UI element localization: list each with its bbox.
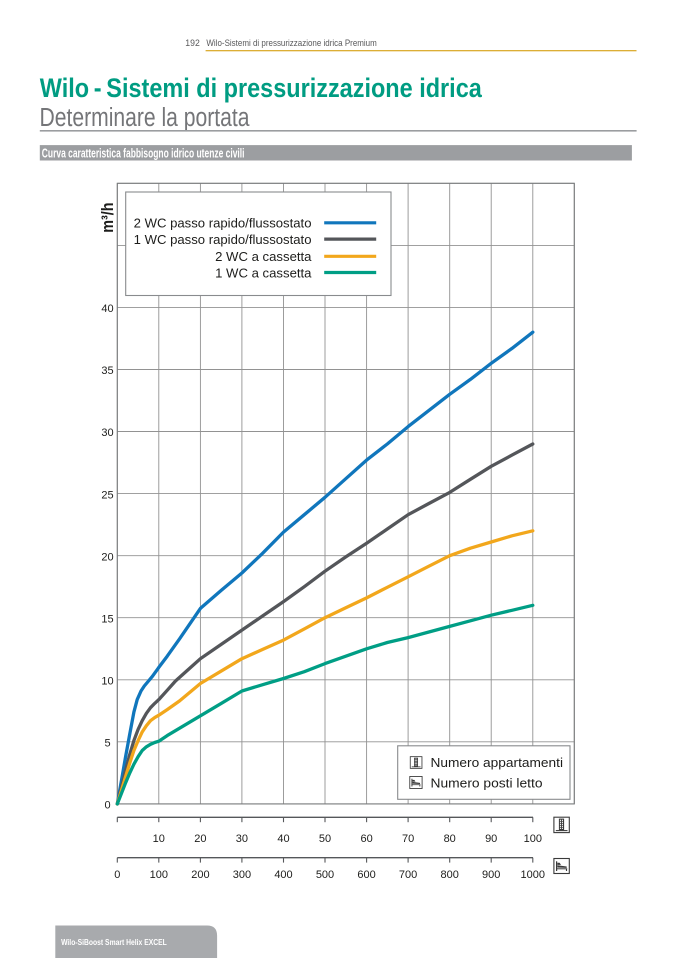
svg-text:Numero posti letto: Numero posti letto: [431, 776, 543, 790]
svg-text:5: 5: [104, 738, 110, 750]
svg-text:600: 600: [357, 869, 375, 881]
svg-text:Numero appartamenti: Numero appartamenti: [431, 756, 564, 770]
svg-text:15: 15: [101, 613, 113, 625]
svg-text:40: 40: [277, 833, 289, 845]
svg-text:300: 300: [233, 869, 251, 881]
svg-text:1 WC passo rapido/flussostato: 1 WC passo rapido/flussostato: [134, 232, 312, 247]
svg-text:Determinare la portata: Determinare la portata: [40, 102, 250, 132]
svg-text:700: 700: [399, 869, 417, 881]
svg-text:900: 900: [482, 869, 500, 881]
svg-text:Curva caratteristica fabbisogn: Curva caratteristica fabbisogno idrico u…: [42, 145, 245, 160]
svg-text:100: 100: [150, 869, 168, 881]
svg-text:20: 20: [194, 833, 206, 845]
svg-text:400: 400: [274, 869, 292, 881]
svg-text:500: 500: [316, 869, 334, 881]
svg-text:35: 35: [101, 365, 113, 377]
svg-text:Wilo-SiBoost Smart Helix EXCEL: Wilo-SiBoost Smart Helix EXCEL: [61, 937, 167, 947]
svg-text:20: 20: [101, 551, 113, 563]
svg-text:0: 0: [114, 869, 120, 881]
svg-text:90: 90: [485, 833, 497, 845]
svg-text:25: 25: [101, 489, 113, 501]
svg-text:100: 100: [524, 833, 542, 845]
svg-text:Wilo - Sistemi di pressurizzaz: Wilo - Sistemi di pressurizzazione idric…: [40, 73, 482, 103]
svg-text:30: 30: [101, 427, 113, 439]
svg-text:10: 10: [101, 676, 113, 688]
svg-text:2 WC a cassetta: 2 WC a cassetta: [215, 249, 312, 264]
svg-text:0: 0: [104, 800, 110, 812]
svg-text:m³/h: m³/h: [98, 203, 117, 233]
svg-text:30: 30: [236, 833, 248, 845]
svg-text:2 WC passo rapido/flussostato: 2 WC passo rapido/flussostato: [134, 216, 312, 231]
svg-text:Wilo-Sistemi di pressurizzazio: Wilo-Sistemi di pressurizzazione idrica …: [206, 38, 376, 49]
svg-text:70: 70: [402, 833, 414, 845]
svg-text:800: 800: [441, 869, 459, 881]
svg-text:1000: 1000: [521, 869, 545, 881]
svg-text:1 WC a cassetta: 1 WC a cassetta: [215, 265, 312, 280]
svg-text:10: 10: [153, 833, 165, 845]
svg-text:80: 80: [444, 833, 456, 845]
svg-text:40: 40: [101, 303, 113, 315]
svg-text:50: 50: [319, 833, 331, 845]
svg-text:60: 60: [360, 833, 372, 845]
svg-text:192: 192: [185, 38, 200, 49]
svg-text:200: 200: [191, 869, 209, 881]
